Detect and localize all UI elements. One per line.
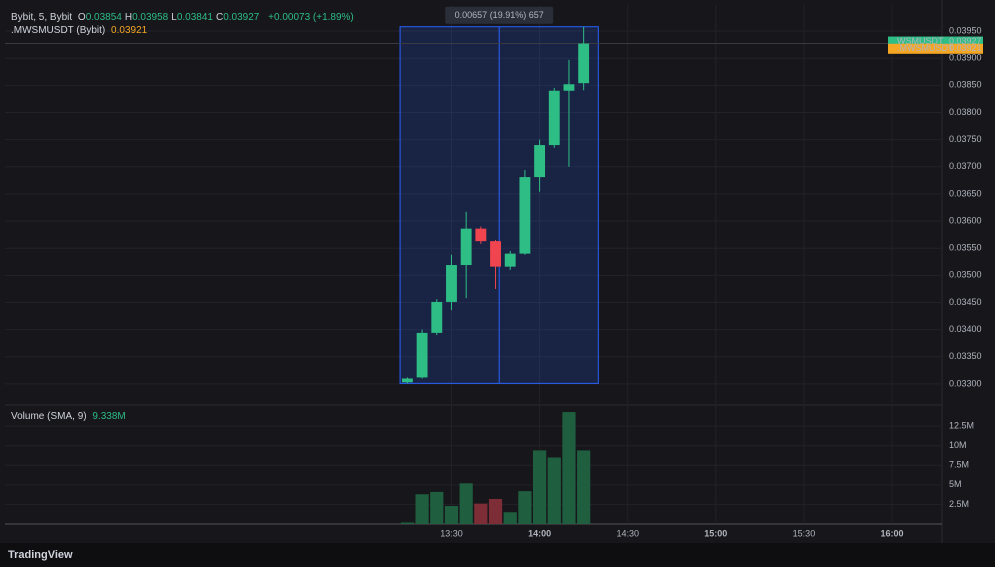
volume-bar [532, 450, 547, 524]
y-tick-label: 10M [949, 440, 967, 450]
header-line: Bybit, 5, Bybit O0.03854 H0.03958 L0.03841… [11, 12, 357, 23]
x-tick-label: 14:00 [528, 528, 551, 538]
candle-body [490, 241, 501, 267]
candle-body [416, 332, 428, 378]
ohlc-label: C [215, 12, 224, 23]
symbol: Bybit, 5, Bybit [11, 12, 73, 23]
volume-bar [503, 512, 517, 524]
y-tick-label: 5M [949, 479, 962, 489]
candle-body [446, 265, 457, 302]
candle-body [460, 228, 472, 266]
volume-bar [488, 498, 503, 524]
ohlc-value: 0.03927 [223, 12, 260, 23]
measure-label: 0.00657 (19.91%) 657 [455, 10, 544, 20]
price-label-name: .MWSMUSDT [897, 43, 954, 53]
candle-body [504, 253, 516, 267]
y-tick-label: 0.03950 [949, 25, 982, 35]
volume-sma: 9.338M [92, 411, 126, 422]
ohlc-value: 0.03958 [132, 12, 169, 23]
y-tick-label: 0.03450 [949, 297, 982, 307]
compare-value: 0.03921 [111, 25, 148, 36]
ohlc-label: H [124, 12, 133, 23]
ohlc: O0.03854 H0.03958 L0.03841 C0.03927 [78, 12, 262, 23]
volume-bar [400, 522, 415, 524]
ohlc-value: 0.03841 [176, 12, 213, 23]
brand-text: TradingView [8, 549, 73, 561]
y-tick-label: 2.5M [949, 499, 969, 509]
y-tick-label: 0.03500 [949, 270, 982, 280]
x-tick-label: 13:30 [440, 528, 463, 538]
ohlc-label: L [171, 12, 177, 23]
candle-body [519, 177, 531, 254]
price-label-name: WSMUSDT [897, 36, 944, 46]
candle-body [401, 378, 413, 383]
y-tick-label: 0.03700 [949, 161, 982, 171]
compare-line: .MWSMUSDT (Bybit) 0.03921 [11, 25, 150, 36]
volume-title: Volume (SMA, 9) [11, 411, 87, 422]
x-tick-label: 16:00 [881, 528, 904, 538]
y-tick-label: 0.03550 [949, 243, 982, 253]
y-tick-label: 0.03800 [949, 107, 982, 117]
candle-body [578, 43, 590, 84]
y-tick-label: 0.03350 [949, 351, 982, 361]
volume-header: Volume (SMA, 9) 9.338M [11, 411, 129, 422]
footer-bar [0, 543, 995, 567]
volume-bar [577, 450, 591, 524]
brand: TradingView [8, 549, 73, 561]
candle-body [475, 228, 487, 242]
y-tick-label: 12.5M [949, 421, 974, 431]
ohlc-value: 0.03854 [85, 12, 122, 23]
y-tick-label: 0.03900 [949, 53, 982, 63]
price-label-value: 0.03921 [949, 43, 982, 53]
volume-bar [430, 491, 444, 524]
x-tick-label: 14:30 [616, 528, 639, 538]
volume-bar [444, 505, 459, 524]
x-tick-label: 15:00 [704, 528, 727, 538]
y-tick-label: 0.03650 [949, 188, 982, 198]
volume-bar [459, 483, 473, 524]
y-tick-label: 0.03400 [949, 324, 982, 334]
price-label-bg [888, 36, 983, 47]
y-tick-label: 0.03300 [949, 378, 982, 388]
y-tick-label: 0.03750 [949, 134, 982, 144]
volume-bar [415, 494, 429, 524]
price-label-value: 0.03927 [949, 36, 982, 46]
candle-body [563, 84, 575, 91]
candle-body [548, 90, 560, 146]
y-tick-label: 0.03850 [949, 80, 982, 90]
candle-body [534, 145, 546, 178]
candle-body [431, 301, 443, 333]
y-tick-label: 7.5M [949, 460, 969, 470]
grid [5, 5, 942, 524]
volume-bar [518, 491, 532, 524]
y-tick-label: 0.03600 [949, 215, 982, 225]
volume-bar [562, 412, 576, 524]
compare-name: .MWSMUSDT (Bybit) [11, 25, 106, 36]
measure-label-bg [445, 6, 554, 24]
change: +0.00073 (+1.89%) [268, 12, 354, 23]
x-tick-label: 15:30 [793, 528, 816, 538]
volume-bar [474, 503, 488, 524]
ohlc-label: O [77, 12, 86, 23]
price-label-bg [888, 43, 983, 54]
volume-bar [547, 457, 561, 524]
